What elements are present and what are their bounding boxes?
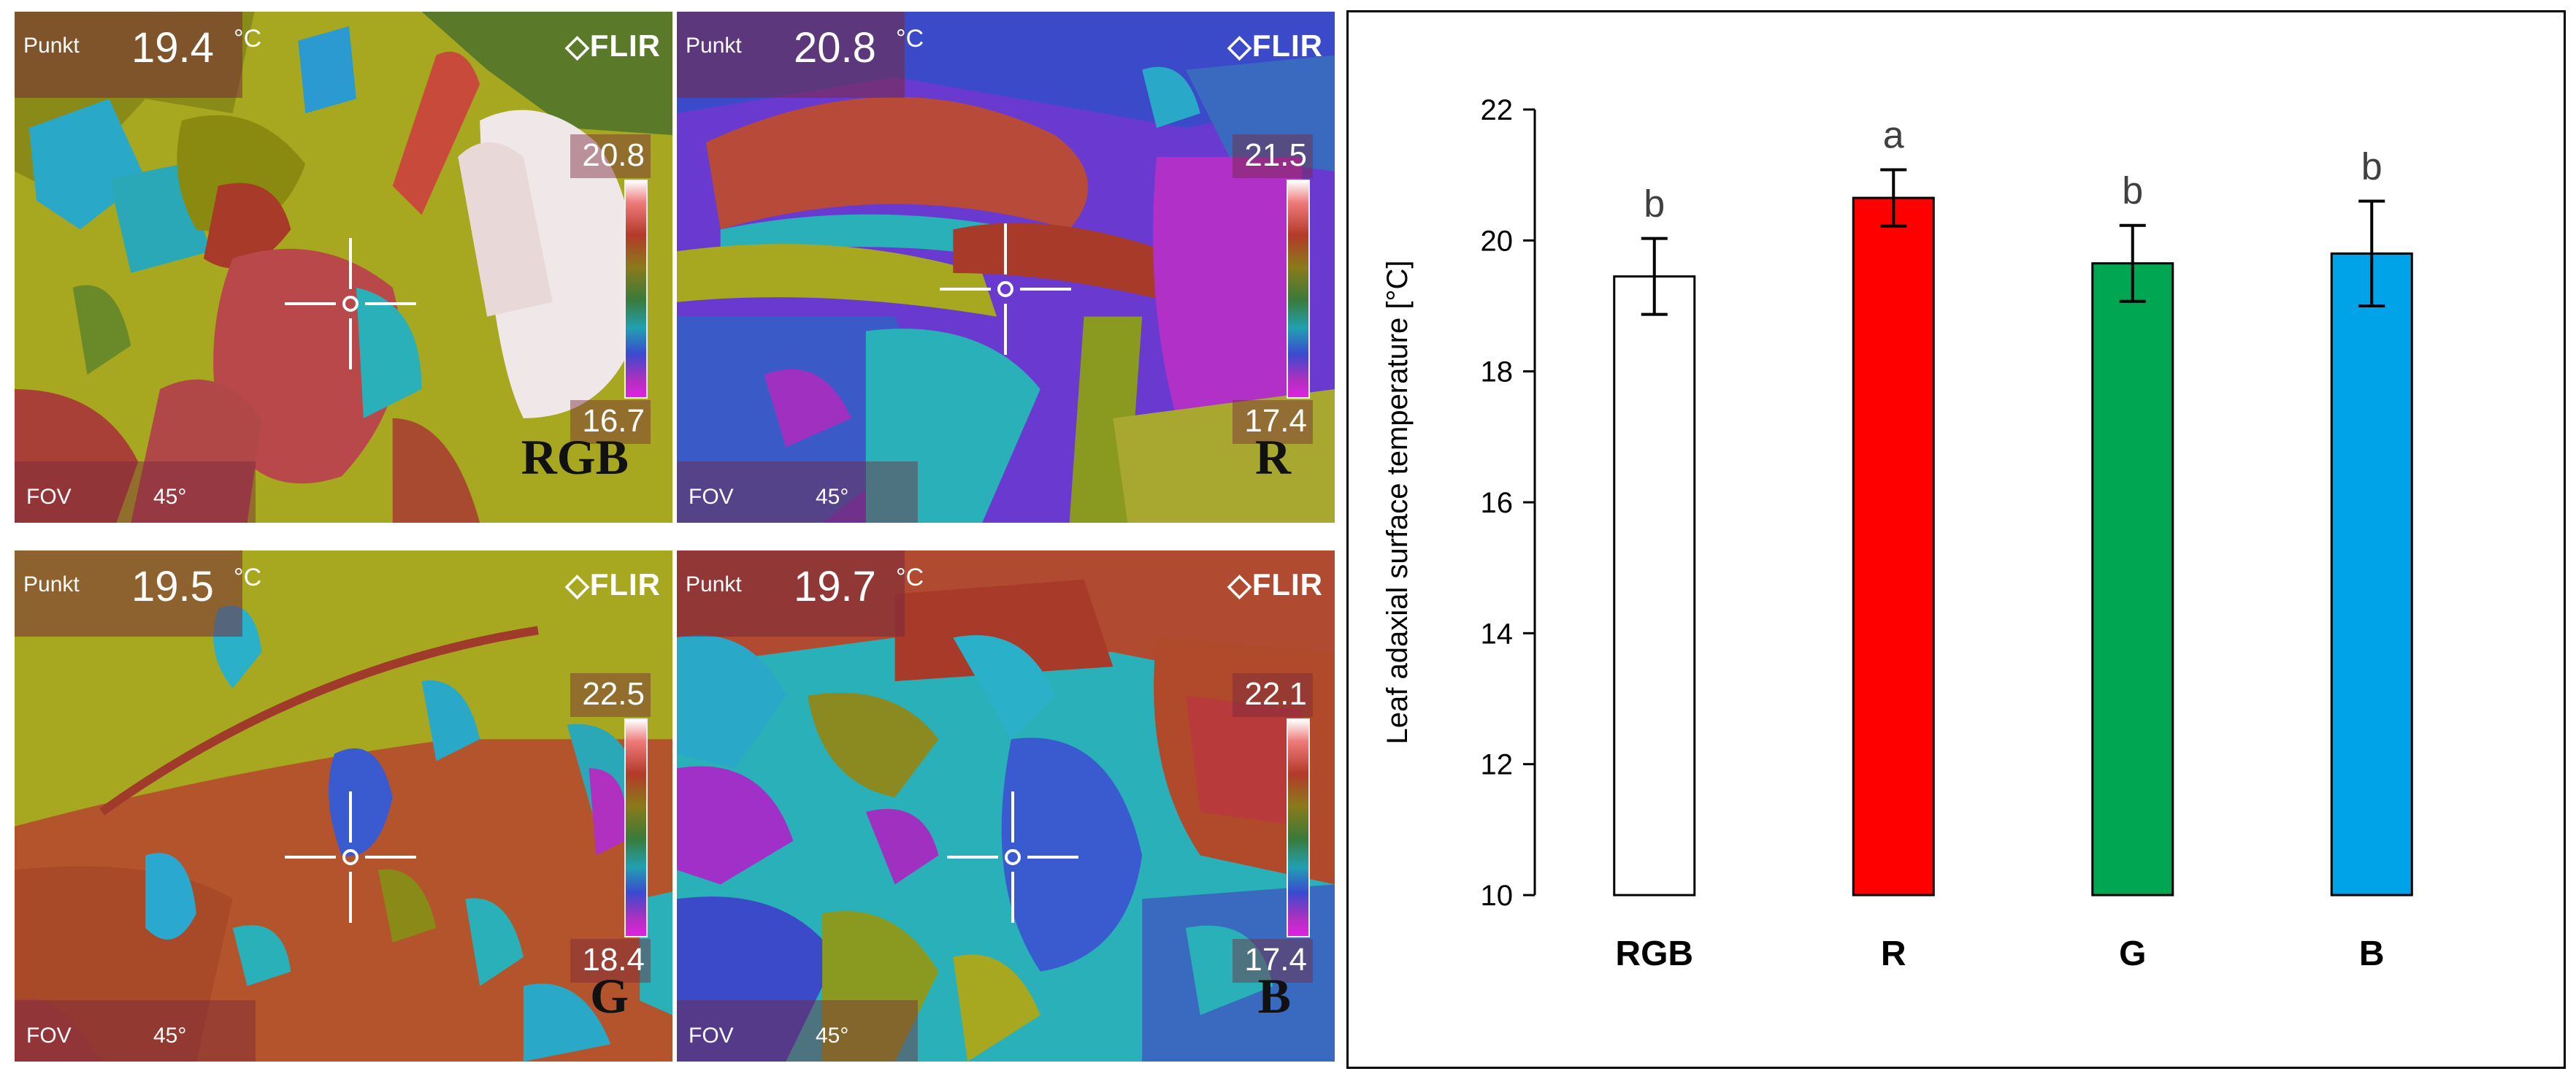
chart-frame: 10 12 14 16 18 20 22 Leaf adaxial surface tempe… xyxy=(1346,10,2566,1069)
crosshair-icon xyxy=(940,223,1071,355)
scale-min-box xyxy=(1233,400,1313,444)
spot-label: Punkt xyxy=(686,34,742,58)
fov-box xyxy=(677,1000,918,1062)
color-scale-bar xyxy=(624,180,648,399)
bar-chart: 10 12 14 16 18 20 22 Leaf adaxial surface tempe… xyxy=(1381,94,2413,973)
scale-min-box xyxy=(570,400,651,444)
scale-min-box xyxy=(570,939,651,983)
scale-max: 22.1 xyxy=(1244,676,1307,712)
spot-readout-box xyxy=(677,550,905,637)
significance-letter: a xyxy=(1883,114,1904,156)
flir-brand-text: FLIR xyxy=(1251,567,1323,602)
panel-label: RGB xyxy=(521,429,629,485)
scale-max-box xyxy=(570,673,651,717)
y-tick-label: 12 xyxy=(1481,749,1514,781)
spot-unit: °C xyxy=(896,564,924,591)
bar-b xyxy=(2330,252,2413,897)
color-scale-bar xyxy=(1287,180,1310,399)
spot-temperature: 19.5 xyxy=(131,563,214,610)
y-tick-label: 14 xyxy=(1481,618,1514,650)
thermal-scene-b xyxy=(677,550,1335,1062)
scale-max: 21.5 xyxy=(1244,137,1307,173)
scale-min: 16.7 xyxy=(582,403,645,439)
panel-label: G xyxy=(590,968,629,1024)
spot-readout-box xyxy=(15,12,242,98)
significance-letter: b xyxy=(2361,146,2383,188)
y-tick-label: 10 xyxy=(1481,880,1514,912)
fov-box xyxy=(15,1000,256,1062)
x-tick-label: R xyxy=(1881,935,1906,973)
spot-temperature: 19.4 xyxy=(131,24,214,72)
flir-brand-text: FLIR xyxy=(589,28,661,63)
x-tick-label: RGB xyxy=(1615,935,1693,973)
thermal-scene-rgb xyxy=(15,12,672,523)
bar-g xyxy=(2091,262,2174,897)
flir-logo: ◇FLIR xyxy=(565,28,661,63)
y-axis-title: Leaf adaxial surface temperature [°C] xyxy=(1381,260,1414,744)
thermal-image-b: Punkt 19.7 °C ◇FLIR 22.1 17.4 FOV 45° B xyxy=(675,549,1336,1063)
fov-value: 45° xyxy=(816,485,849,509)
panel-label: B xyxy=(1257,968,1291,1024)
y-tick-label: 20 xyxy=(1481,225,1514,257)
fov-box xyxy=(15,461,256,523)
spot-unit: °C xyxy=(234,564,262,591)
fov-value: 45° xyxy=(816,1024,849,1048)
spot-unit: °C xyxy=(896,25,924,53)
flir-logo: ◇FLIR xyxy=(1227,28,1323,63)
thermal-image-g: Punkt 19.5 °C ◇FLIR 22.5 18.4 FOV 45° G xyxy=(13,549,674,1063)
flir-logo: ◇FLIR xyxy=(565,567,661,602)
bar-rgb xyxy=(1613,275,1696,897)
spot-label: Punkt xyxy=(23,572,80,596)
scale-min-box xyxy=(1233,939,1313,983)
y-tick-label: 22 xyxy=(1481,94,1514,126)
crosshair-icon xyxy=(285,791,416,923)
bar-r xyxy=(1852,196,1935,897)
panel-label: R xyxy=(1254,429,1291,485)
spot-unit: °C xyxy=(234,25,262,53)
fov-label: FOV xyxy=(26,485,72,509)
scale-max: 22.5 xyxy=(582,676,645,712)
thermal-image-rgb: Punkt 19.4 °C ◇FLIR 20.8 16.7 FOV 45° RG… xyxy=(13,10,674,524)
fov-box xyxy=(677,461,918,523)
fov-label: FOV xyxy=(26,1024,72,1048)
scale-max-box xyxy=(570,134,651,178)
fov-value: 45° xyxy=(153,485,187,509)
thermal-image-r: Punkt 20.8 °C ◇FLIR 21.5 17.4 FOV 45° R xyxy=(675,10,1336,524)
crosshair-icon xyxy=(285,238,416,369)
spot-readout-box xyxy=(15,550,242,637)
scale-min: 17.4 xyxy=(1244,942,1307,978)
significance-letter: b xyxy=(1644,183,1665,226)
crosshair-icon xyxy=(947,791,1078,923)
fov-label: FOV xyxy=(689,485,734,509)
thermal-scene-g xyxy=(15,550,672,1062)
scale-min: 17.4 xyxy=(1244,403,1307,439)
scale-min: 18.4 xyxy=(582,942,645,978)
color-scale-bar xyxy=(624,718,648,937)
scale-max-box xyxy=(1233,134,1313,178)
flir-brand-text: FLIR xyxy=(589,567,661,602)
spot-readout-box xyxy=(677,12,905,98)
significance-letter: b xyxy=(2122,170,2143,212)
scale-max-box xyxy=(1233,673,1313,717)
spot-label: Punkt xyxy=(23,34,80,58)
y-tick-label: 16 xyxy=(1481,487,1514,519)
spot-label: Punkt xyxy=(686,572,742,596)
color-scale-bar xyxy=(1287,718,1310,937)
x-tick-label: B xyxy=(2359,935,2385,973)
x-tick-label: G xyxy=(2119,935,2146,973)
y-tick-label: 18 xyxy=(1481,356,1514,388)
spot-temperature: 20.8 xyxy=(794,24,876,72)
spot-temperature: 19.7 xyxy=(794,563,876,610)
flir-logo: ◇FLIR xyxy=(1227,567,1323,602)
fov-label: FOV xyxy=(689,1024,734,1048)
scale-max: 20.8 xyxy=(582,137,645,173)
fov-value: 45° xyxy=(153,1024,187,1048)
flir-brand-text: FLIR xyxy=(1251,28,1323,63)
